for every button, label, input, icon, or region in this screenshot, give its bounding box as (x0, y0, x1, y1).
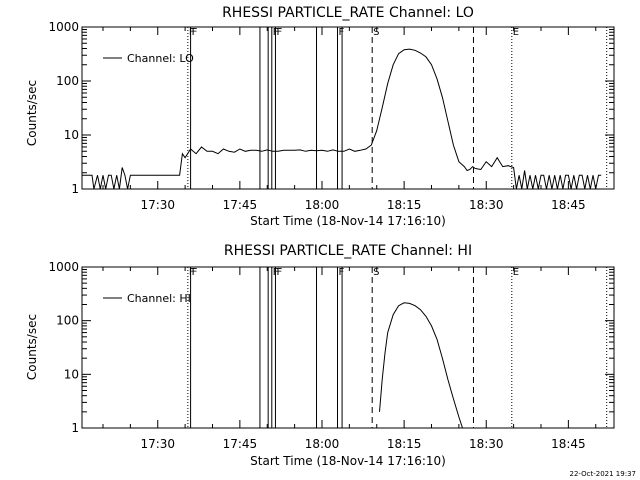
x-tick-label-lo: 18:15 (387, 198, 422, 212)
y-axis-label-hi: Counts/sec (25, 314, 39, 380)
marker-label-lo: F (339, 27, 345, 38)
chart-title-lo: RHESSI PARTICLE_RATE Channel: LO (222, 5, 474, 21)
legend-hi: Channel: HI (103, 292, 191, 305)
y-tick-label-hi: 1000 (48, 260, 79, 274)
y-tick-label-hi: 1 (71, 421, 79, 435)
plot-area-hi: 17:30 17:45 18:00 18:15 18:30 18:45 1 10 100 1000… (48, 260, 615, 451)
panel-hi: RHESSI PARTICLE_RATE Channel: HI Counts/… (25, 243, 615, 468)
marker-label-hi: F (189, 267, 195, 278)
x-tick-label-hi: 17:45 (223, 437, 258, 451)
marker-label-hi: F (192, 267, 198, 278)
marker-label-hi: F (276, 267, 282, 278)
x-tick-label-lo: 18:45 (551, 198, 586, 212)
marker-label-hi: F (339, 267, 345, 278)
x-tick-label-lo: 17:45 (223, 198, 258, 212)
footer-date: 22-Oct-2021 19:37 (570, 470, 636, 478)
x-tick-label-lo: 18:00 (305, 198, 340, 212)
marker-label-lo: F (276, 27, 282, 38)
marker-label-lo: F (192, 27, 198, 38)
x-tick-label-hi: 17:30 (140, 437, 175, 451)
y-axis-label-lo: Counts/sec (25, 80, 39, 146)
x-tick-label-lo: 17:30 (140, 198, 175, 212)
y-tick-label-hi: 10 (64, 367, 79, 381)
marker-label-lo: S (373, 27, 379, 38)
marker-label-hi: E (513, 267, 519, 278)
plot-frame-lo (81, 26, 615, 190)
x-tick-label-lo: 18:30 (469, 198, 504, 212)
marker-label-hi: S (373, 267, 379, 278)
chart-title-hi: RHESSI PARTICLE_RATE Channel: HI (224, 243, 472, 259)
legend-lo: Channel: LO (103, 52, 194, 65)
x-tick-label-hi: 18:00 (305, 437, 340, 451)
marker-label-lo: F (189, 27, 195, 38)
y-tick-label-lo: 1 (71, 182, 79, 196)
y-tick-label-lo: 100 (56, 74, 79, 88)
y-tick-label-lo: 10 (64, 128, 79, 142)
x-tick-label-hi: 18:30 (469, 437, 504, 451)
y-tick-label-lo: 1000 (48, 20, 79, 34)
series-line-lo (82, 48, 602, 190)
x-axis-label-lo: Start Time (18-Nov-14 17:16:10) (250, 214, 446, 228)
panel-lo: RHESSI PARTICLE_RATE Channel: LO Counts/… (25, 5, 615, 228)
legend-label-hi: Channel: HI (127, 292, 191, 305)
x-tick-label-hi: 18:15 (387, 437, 422, 451)
x-tick-label-hi: 18:45 (551, 437, 586, 451)
marker-label-lo: E (513, 27, 519, 38)
plot-area-lo: 17:30 17:45 18:00 18:15 18:30 18:45 1 10 100 1000… (48, 20, 615, 212)
x-axis-label-hi: Start Time (18-Nov-14 17:16:10) (250, 454, 446, 468)
y-tick-label-hi: 100 (56, 314, 79, 328)
legend-label-lo: Channel: LO (127, 52, 194, 65)
series-line-hi (379, 302, 463, 429)
plot-frame-hi (81, 266, 615, 429)
